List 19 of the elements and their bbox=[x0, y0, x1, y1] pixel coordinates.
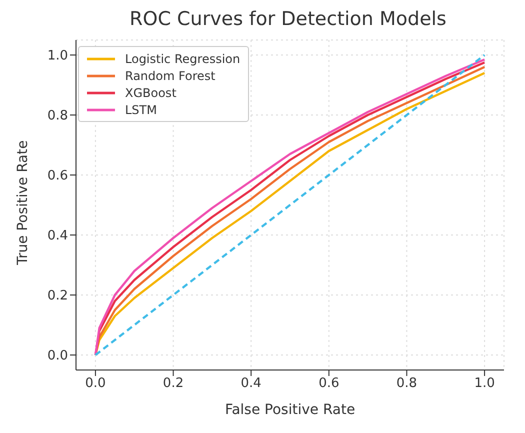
y-tick-label: 0.2 bbox=[47, 288, 68, 304]
x-tick-label: 0.6 bbox=[318, 376, 340, 392]
legend-label: Logistic Regression bbox=[125, 52, 240, 66]
legend-label: XGBoost bbox=[125, 86, 176, 100]
x-tick-label: 0.8 bbox=[396, 376, 418, 392]
chart-title: ROC Curves for Detection Models bbox=[128, 8, 448, 32]
y-tick-label: 0.8 bbox=[47, 108, 68, 124]
legend-label: Random Forest bbox=[125, 68, 216, 82]
y-tick-label: 0.0 bbox=[47, 348, 68, 364]
y-axis-title: True Positive Rate bbox=[14, 140, 31, 266]
y-tick-label: 0.6 bbox=[47, 168, 68, 184]
x-tick-label: 1.0 bbox=[474, 376, 495, 392]
x-tick-label: 0.2 bbox=[162, 376, 184, 392]
x-tick-label: 0.4 bbox=[240, 376, 262, 392]
x-axis-title: False Positive Rate bbox=[224, 402, 356, 418]
legend-label: LSTM bbox=[125, 102, 157, 116]
y-tick-label: 0.4 bbox=[47, 228, 68, 244]
y-tick-label: 1.0 bbox=[47, 48, 68, 64]
x-tick-label: 0.0 bbox=[85, 376, 106, 392]
